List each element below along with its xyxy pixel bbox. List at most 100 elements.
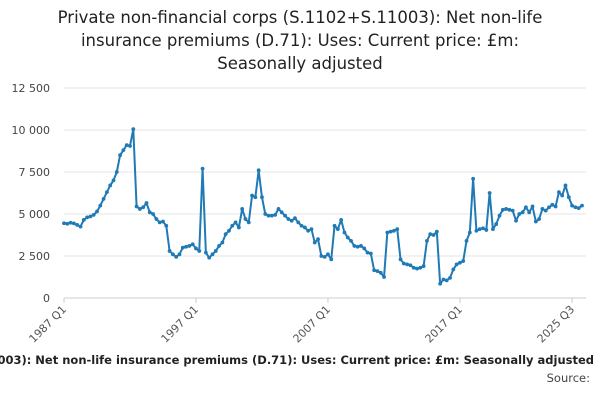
data-point[interactable] <box>164 223 169 228</box>
data-point[interactable] <box>339 217 344 222</box>
data-point[interactable] <box>573 205 578 210</box>
data-point[interactable] <box>372 268 377 273</box>
data-point[interactable] <box>444 278 449 283</box>
data-point[interactable] <box>190 242 195 247</box>
data-point[interactable] <box>415 266 419 271</box>
data-point[interactable] <box>349 238 353 243</box>
data-point[interactable] <box>392 228 396 233</box>
data-point[interactable] <box>240 207 245 211</box>
data-point[interactable] <box>210 252 215 257</box>
data-point[interactable] <box>91 212 96 217</box>
data-point[interactable] <box>398 257 403 262</box>
data-point[interactable] <box>510 208 515 213</box>
data-point[interactable] <box>543 208 548 213</box>
data-point[interactable] <box>118 153 122 158</box>
data-point[interactable] <box>388 229 393 234</box>
data-point[interactable] <box>293 216 297 221</box>
data-point[interactable] <box>461 259 466 263</box>
data-point[interactable] <box>441 277 446 282</box>
data-point[interactable] <box>170 252 175 257</box>
data-point[interactable] <box>72 221 76 226</box>
data-point[interactable] <box>180 245 185 250</box>
data-point[interactable] <box>375 269 380 274</box>
data-point[interactable] <box>362 246 367 251</box>
data-point[interactable] <box>250 193 254 198</box>
data-point[interactable] <box>174 254 179 259</box>
data-point[interactable] <box>329 257 334 262</box>
data-point[interactable] <box>246 220 251 225</box>
data-point[interactable] <box>335 227 340 232</box>
data-point[interactable] <box>411 265 416 270</box>
data-point[interactable] <box>279 210 284 215</box>
data-point[interactable] <box>121 148 126 153</box>
data-point[interactable] <box>520 210 525 215</box>
data-point[interactable] <box>382 275 386 279</box>
data-point[interactable] <box>448 275 452 280</box>
data-point[interactable] <box>517 212 522 216</box>
data-point[interactable] <box>530 204 535 209</box>
data-point[interactable] <box>227 228 231 233</box>
data-point[interactable] <box>154 217 159 221</box>
data-point[interactable] <box>253 195 258 200</box>
data-point[interactable] <box>431 233 436 237</box>
data-point[interactable] <box>184 244 188 249</box>
data-point[interactable] <box>151 212 155 216</box>
data-point[interactable] <box>302 225 307 230</box>
data-point[interactable] <box>236 225 241 230</box>
data-point[interactable] <box>101 196 106 201</box>
data-point[interactable] <box>553 204 558 209</box>
data-point[interactable] <box>289 218 294 223</box>
data-point[interactable] <box>464 238 469 243</box>
data-point[interactable] <box>500 207 505 212</box>
data-point[interactable] <box>220 240 225 245</box>
data-point[interactable] <box>345 235 350 240</box>
data-point[interactable] <box>438 281 443 286</box>
data-point[interactable] <box>75 223 80 227</box>
data-point[interactable] <box>266 213 271 218</box>
data-point[interactable] <box>124 143 129 148</box>
data-point[interactable] <box>378 270 383 275</box>
data-point[interactable] <box>316 237 320 242</box>
data-point[interactable] <box>537 217 542 221</box>
data-point[interactable] <box>533 219 538 224</box>
data-point[interactable] <box>108 183 113 188</box>
data-point[interactable] <box>217 244 221 248</box>
data-point[interactable] <box>263 212 268 216</box>
data-point[interactable] <box>111 178 116 183</box>
data-point[interactable] <box>81 217 86 222</box>
data-point[interactable] <box>527 210 532 215</box>
data-point[interactable] <box>352 244 357 248</box>
data-point[interactable] <box>421 264 426 268</box>
data-point[interactable] <box>194 246 198 251</box>
data-point[interactable] <box>557 190 561 195</box>
data-point[interactable] <box>428 232 433 237</box>
data-point[interactable] <box>167 249 172 253</box>
data-point[interactable] <box>359 244 363 248</box>
data-point[interactable] <box>269 213 274 218</box>
data-point[interactable] <box>550 202 555 207</box>
data-point[interactable] <box>418 265 423 270</box>
data-point[interactable] <box>514 218 518 223</box>
data-point[interactable] <box>161 219 165 224</box>
data-point[interactable] <box>104 190 109 195</box>
data-point[interactable] <box>88 214 93 219</box>
data-point[interactable] <box>576 206 581 211</box>
data-point[interactable] <box>309 227 314 232</box>
data-point[interactable] <box>147 210 152 215</box>
data-point[interactable] <box>425 238 429 243</box>
data-point[interactable] <box>487 191 492 195</box>
data-point[interactable] <box>128 144 132 148</box>
data-point[interactable] <box>319 254 324 258</box>
data-point[interactable] <box>405 262 410 267</box>
data-point[interactable] <box>540 207 545 211</box>
data-point[interactable] <box>177 252 182 257</box>
data-point[interactable] <box>157 220 162 225</box>
data-point[interactable] <box>467 230 472 235</box>
data-point[interactable] <box>401 261 406 266</box>
data-point[interactable] <box>299 223 304 228</box>
data-point[interactable] <box>243 217 248 221</box>
data-point[interactable] <box>524 205 528 210</box>
data-point[interactable] <box>458 260 462 265</box>
data-point[interactable] <box>481 226 485 231</box>
data-point[interactable] <box>256 168 261 173</box>
